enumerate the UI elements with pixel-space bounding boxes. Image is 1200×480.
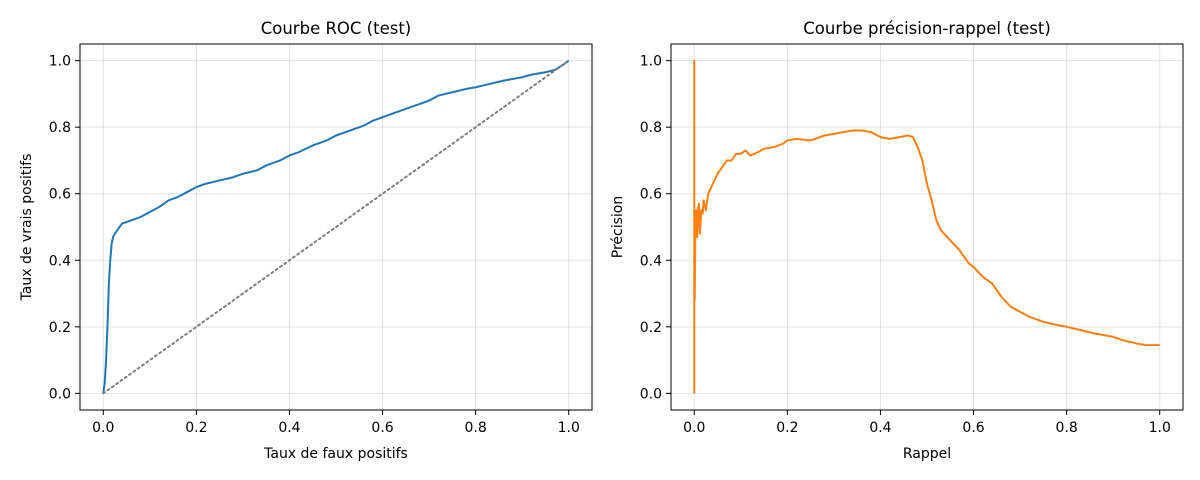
y-tick-label: 0.0 — [49, 386, 71, 402]
y-tick-label: 0.2 — [640, 320, 662, 336]
series-line — [693, 59, 1160, 394]
y-tick-label: 0.8 — [49, 120, 71, 136]
y-tick-label: 0.6 — [49, 187, 71, 203]
x-tick-label: 0.6 — [371, 420, 393, 436]
y-tick-label: 0.0 — [640, 386, 662, 402]
y-axis-label: Précision — [610, 196, 626, 258]
plot-frame — [670, 43, 1184, 411]
y-tick-label: 1.0 — [49, 54, 71, 70]
x-tick-label: 1.0 — [558, 420, 580, 436]
y-tick-label: 0.4 — [640, 253, 662, 269]
y-tick-label: 1.0 — [640, 54, 662, 70]
y-tick-label: 0.4 — [49, 253, 71, 269]
x-axis-label: Rappel — [903, 446, 951, 462]
x-tick-label: 0.8 — [465, 420, 487, 436]
x-tick-label: 0.2 — [776, 420, 798, 436]
series-line — [102, 59, 570, 394]
y-axis-label: Taux de vrais positifs — [19, 154, 35, 302]
x-tick-label: 0.6 — [962, 420, 984, 436]
x-tick-label: 0.0 — [683, 420, 705, 436]
x-tick-label: 0.4 — [278, 420, 300, 436]
chart-title: Courbe précision-rappel (test) — [803, 19, 1051, 38]
x-tick-label: 0.4 — [869, 420, 891, 436]
y-tick-label: 0.2 — [49, 320, 71, 336]
chance-diagonal-line — [102, 59, 570, 395]
x-tick-label: 1.0 — [1149, 420, 1171, 436]
roc-chart: Courbe ROC (test) Taux de faux positifs … — [19, 19, 593, 462]
chart-title: Courbe ROC (test) — [261, 19, 412, 38]
x-axis-label: Taux de faux positifs — [263, 446, 408, 462]
x-tick-label: 0.0 — [92, 420, 114, 436]
x-tick-label: 0.8 — [1056, 420, 1078, 436]
y-tick-label: 0.8 — [640, 120, 662, 136]
y-tick-label: 0.6 — [640, 187, 662, 203]
plot-frame — [79, 43, 593, 411]
precision-recall-chart: Courbe précision-rappel (test) Rappel Pr… — [610, 19, 1184, 462]
x-tick-label: 0.2 — [185, 420, 207, 436]
